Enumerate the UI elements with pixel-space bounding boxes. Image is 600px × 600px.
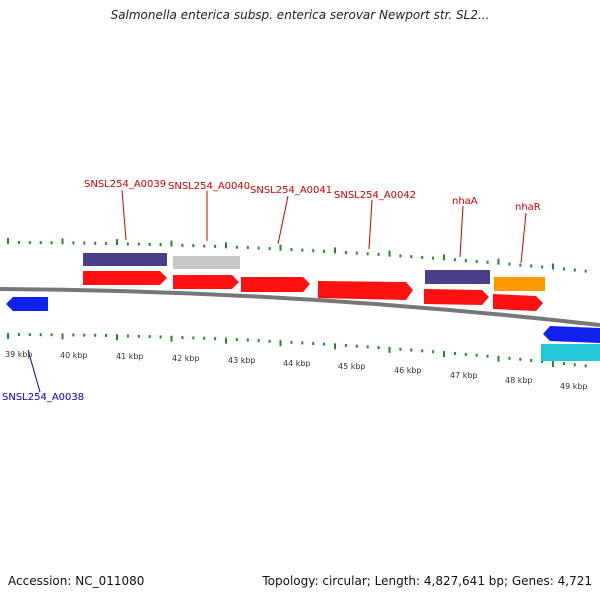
accession-text: Accession: NC_011080 [8, 574, 145, 588]
scale-label: 44 kbp [283, 359, 311, 368]
gene-snsl254-a0040-bar[interactable] [173, 256, 240, 269]
scale-label: 39 kbp [5, 350, 33, 359]
scale-label: 49 kbp [560, 382, 588, 391]
outer-tick-ring [7, 238, 587, 273]
inner-tick-ring [7, 333, 587, 368]
scale-label: 40 kbp [60, 351, 88, 360]
scale-label: 43 kbp [228, 356, 256, 365]
genome-title: Salmonella enterica subsp. enterica sero… [110, 8, 490, 22]
gene-reverse-arrow-right[interactable] [543, 326, 600, 343]
scale-labels: 39 kbp 40 kbp 41 kbp 42 kbp 43 kbp 44 kb… [5, 350, 588, 391]
gene-snsl254-a0039-bar[interactable] [83, 253, 167, 266]
gene-label-snsl254-a0038[interactable]: SNSL254_A0038 [2, 392, 84, 403]
label-callouts [27, 189, 527, 393]
gene-arrow-4[interactable] [318, 281, 413, 300]
gene-nhaa-bar[interactable] [425, 270, 490, 284]
gene-label-snsl254-a0040[interactable]: SNSL254_A0040 [168, 181, 250, 192]
gene-cyan-bar[interactable] [541, 344, 600, 361]
scale-label: 42 kbp [172, 354, 200, 363]
scale-label: 46 kbp [394, 366, 422, 375]
scale-label: 45 kbp [338, 362, 366, 371]
gene-snsl254-a0038-arrow[interactable] [6, 297, 48, 311]
topology-text: Topology: circular; Length: 4,827,641 bp… [262, 574, 592, 588]
gene-arrow-6[interactable] [493, 294, 543, 311]
gene-arrow-2[interactable] [173, 275, 239, 289]
gene-arrow-3[interactable] [241, 277, 310, 292]
gene-label-snsl254-a0042[interactable]: SNSL254_A0042 [334, 190, 416, 201]
scale-label: 47 kbp [450, 371, 478, 380]
gene-label-nhaa[interactable]: nhaA [452, 196, 478, 207]
gene-arrow-1[interactable] [83, 271, 167, 285]
gene-label-snsl254-a0041[interactable]: SNSL254_A0041 [250, 185, 332, 196]
scale-label: 48 kbp [505, 376, 533, 385]
gene-label-nhar[interactable]: nhaR [515, 202, 541, 213]
gene-arrow-5[interactable] [424, 289, 489, 305]
genome-backbone [0, 287, 600, 327]
gene-nhar-bar[interactable] [494, 277, 545, 291]
scale-label: 41 kbp [116, 352, 144, 361]
gene-label-snsl254-a0039[interactable]: SNSL254_A0039 [84, 179, 166, 190]
